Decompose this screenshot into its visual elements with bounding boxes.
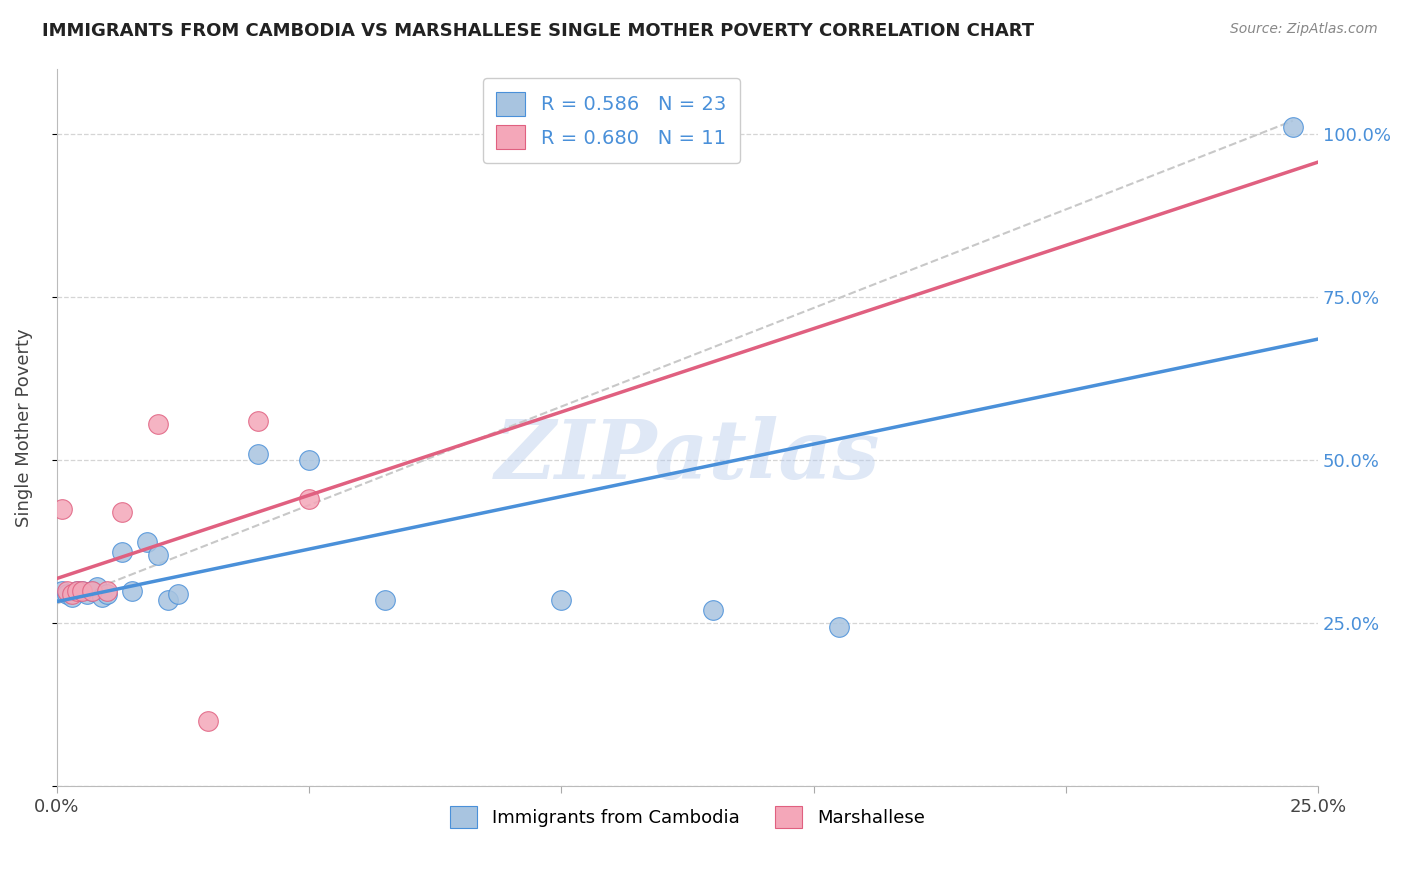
Point xyxy=(55,587,77,601)
Legend: Immigrants from Cambodia, Marshallese: Immigrants from Cambodia, Marshallese xyxy=(443,798,932,835)
Point xyxy=(156,593,179,607)
Point xyxy=(70,583,93,598)
Point xyxy=(66,583,89,598)
Point xyxy=(70,583,93,598)
Point xyxy=(166,587,188,601)
Point xyxy=(298,453,321,467)
Point xyxy=(76,587,98,601)
Point xyxy=(828,619,851,633)
Point xyxy=(1282,120,1305,135)
Point xyxy=(91,591,114,605)
Point xyxy=(111,505,134,519)
Point xyxy=(111,544,134,558)
Point xyxy=(247,447,270,461)
Point xyxy=(60,591,83,605)
Point xyxy=(702,603,724,617)
Point xyxy=(550,593,572,607)
Point xyxy=(96,587,118,601)
Point xyxy=(66,583,89,598)
Point xyxy=(197,714,219,729)
Text: Source: ZipAtlas.com: Source: ZipAtlas.com xyxy=(1230,22,1378,37)
Point xyxy=(374,593,396,607)
Point xyxy=(80,583,103,598)
Y-axis label: Single Mother Poverty: Single Mother Poverty xyxy=(15,328,32,527)
Point xyxy=(55,583,77,598)
Point xyxy=(247,414,270,428)
Point xyxy=(146,548,169,562)
Point xyxy=(86,581,108,595)
Point xyxy=(136,534,159,549)
Point xyxy=(80,583,103,598)
Point xyxy=(51,583,73,598)
Point xyxy=(51,502,73,516)
Point xyxy=(146,417,169,432)
Text: IMMIGRANTS FROM CAMBODIA VS MARSHALLESE SINGLE MOTHER POVERTY CORRELATION CHART: IMMIGRANTS FROM CAMBODIA VS MARSHALLESE … xyxy=(42,22,1035,40)
Point xyxy=(60,587,83,601)
Point xyxy=(298,492,321,507)
Point xyxy=(121,583,143,598)
Point xyxy=(96,583,118,598)
Text: ZIPatlas: ZIPatlas xyxy=(495,417,880,496)
